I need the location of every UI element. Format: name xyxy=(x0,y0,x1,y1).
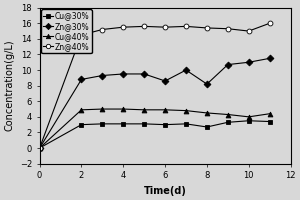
Zn@30% xyxy=(184,69,188,71)
Zn@40% xyxy=(247,30,250,32)
Cu@30% xyxy=(142,123,146,125)
Cu@40% xyxy=(163,109,167,111)
Line: Cu@30%: Cu@30% xyxy=(37,118,272,150)
Cu@40% xyxy=(184,109,188,112)
Cu@30% xyxy=(163,123,167,126)
Cu@40% xyxy=(100,108,104,110)
Zn@30% xyxy=(205,83,209,85)
Zn@40% xyxy=(122,26,125,28)
Zn@40% xyxy=(38,147,41,149)
Zn@30% xyxy=(80,78,83,81)
Cu@30% xyxy=(226,121,230,124)
Line: Cu@40%: Cu@40% xyxy=(37,107,272,150)
Zn@40% xyxy=(268,22,272,24)
Zn@40% xyxy=(142,25,146,28)
Y-axis label: Concentration(g/L): Concentration(g/L) xyxy=(4,40,14,131)
Cu@30% xyxy=(38,147,41,149)
Zn@30% xyxy=(268,57,272,60)
Zn@30% xyxy=(247,61,250,63)
Cu@30% xyxy=(100,123,104,125)
Zn@30% xyxy=(38,147,41,149)
Cu@40% xyxy=(122,108,125,110)
Line: Zn@30%: Zn@30% xyxy=(37,56,272,150)
Legend: Cu@30%, Zn@30%, Cu@40%, Zn@40%: Cu@30%, Zn@30%, Cu@40%, Zn@40% xyxy=(41,9,92,53)
Zn@40% xyxy=(226,28,230,30)
Zn@30% xyxy=(226,63,230,66)
Zn@40% xyxy=(184,25,188,28)
Cu@40% xyxy=(247,116,250,118)
Zn@40% xyxy=(163,26,167,28)
Cu@40% xyxy=(268,113,272,115)
Cu@30% xyxy=(205,126,209,128)
Cu@40% xyxy=(205,112,209,114)
Zn@40% xyxy=(100,28,104,31)
X-axis label: Time(d): Time(d) xyxy=(144,186,187,196)
Zn@30% xyxy=(142,73,146,75)
Cu@30% xyxy=(247,120,250,122)
Cu@40% xyxy=(80,109,83,111)
Cu@40% xyxy=(226,113,230,116)
Cu@30% xyxy=(184,123,188,125)
Cu@30% xyxy=(80,123,83,126)
Cu@30% xyxy=(268,120,272,123)
Cu@30% xyxy=(122,123,125,125)
Zn@30% xyxy=(100,74,104,77)
Zn@40% xyxy=(205,27,209,29)
Cu@40% xyxy=(38,147,41,149)
Cu@40% xyxy=(142,109,146,111)
Line: Zn@40%: Zn@40% xyxy=(37,21,272,150)
Zn@40% xyxy=(80,34,83,36)
Zn@30% xyxy=(163,80,167,82)
Zn@30% xyxy=(122,73,125,75)
